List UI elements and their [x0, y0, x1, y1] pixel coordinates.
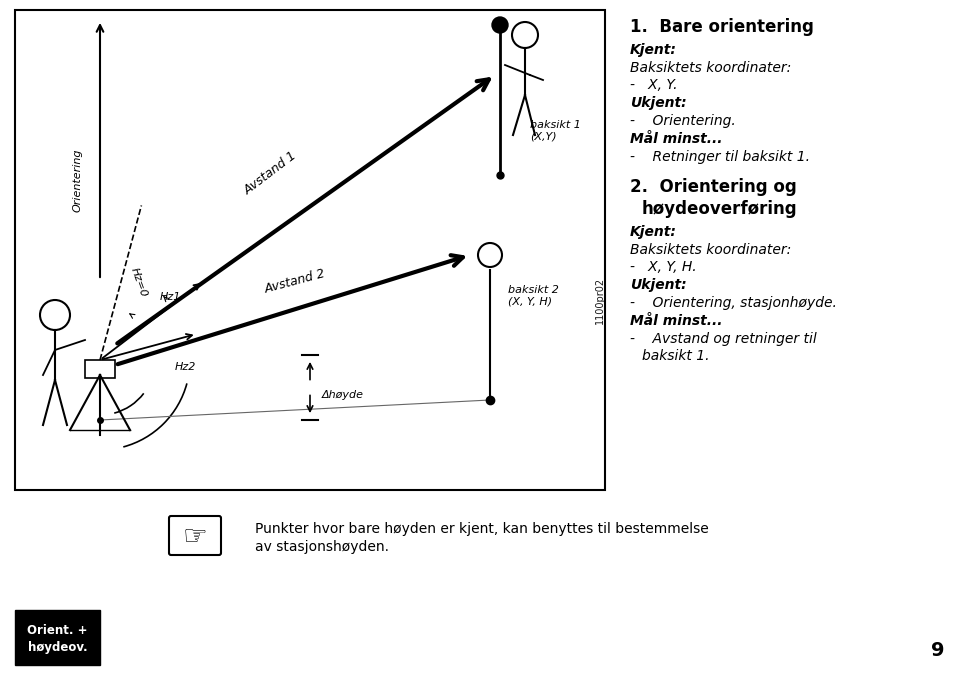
Bar: [15, 10, 605, 490]
Text: 1.  Bare orientering: 1. Bare orientering: [630, 18, 814, 36]
Text: Δhøyde: Δhøyde: [322, 391, 364, 400]
Text: -    Retninger til baksikt 1.: - Retninger til baksikt 1.: [630, 150, 810, 164]
Text: Baksiktets koordinater:: Baksiktets koordinater:: [630, 243, 791, 257]
Text: Hz2: Hz2: [175, 362, 197, 372]
Text: -   X, Y, H.: - X, Y, H.: [630, 260, 697, 274]
Circle shape: [492, 17, 508, 33]
Text: Orient. +
høydeov.: Orient. + høydeov.: [27, 625, 87, 654]
Text: Punkter hvor bare høyden er kjent, kan benyttes til bestemmelse: Punkter hvor bare høyden er kjent, kan b…: [255, 522, 708, 536]
Text: Orientering: Orientering: [73, 148, 83, 212]
Text: høydeoverføring: høydeoverføring: [642, 200, 798, 218]
Text: -    Avstand og retninger til: - Avstand og retninger til: [630, 332, 817, 346]
Text: Mål minst...: Mål minst...: [630, 132, 723, 146]
Text: baksikt 1.: baksikt 1.: [642, 349, 709, 363]
Text: baksikt 2
(X, Y, H): baksikt 2 (X, Y, H): [508, 285, 559, 307]
Text: -   X, Y.: - X, Y.: [630, 78, 678, 92]
Text: Kjent:: Kjent:: [630, 225, 677, 239]
Text: Avstand 1: Avstand 1: [241, 149, 299, 197]
Text: ☞: ☞: [182, 523, 207, 551]
Text: Mål minst...: Mål minst...: [630, 314, 723, 328]
Text: Ukjent:: Ukjent:: [630, 278, 686, 292]
Text: av stasjonshøyden.: av stasjonshøyden.: [255, 540, 389, 554]
Text: Avstand 2: Avstand 2: [263, 267, 327, 296]
Text: -    Orientering.: - Orientering.: [630, 114, 735, 128]
Text: Hz=0: Hz=0: [129, 266, 149, 299]
Text: 2.  Orientering og: 2. Orientering og: [630, 178, 797, 196]
Bar: [15, 610, 100, 665]
Text: baksikt 1
(X,Y): baksikt 1 (X,Y): [530, 120, 581, 142]
Text: -    Orientering, stasjonhøyde.: - Orientering, stasjonhøyde.: [630, 296, 837, 310]
Bar: [85, 360, 115, 378]
FancyBboxPatch shape: [169, 516, 221, 555]
Text: Baksiktets koordinater:: Baksiktets koordinater:: [630, 61, 791, 75]
Text: Hz1: Hz1: [160, 292, 181, 302]
Text: 1100pr02: 1100pr02: [595, 277, 605, 323]
Text: Kjent:: Kjent:: [630, 43, 677, 57]
Text: Ukjent:: Ukjent:: [630, 96, 686, 110]
Text: 9: 9: [931, 641, 945, 660]
